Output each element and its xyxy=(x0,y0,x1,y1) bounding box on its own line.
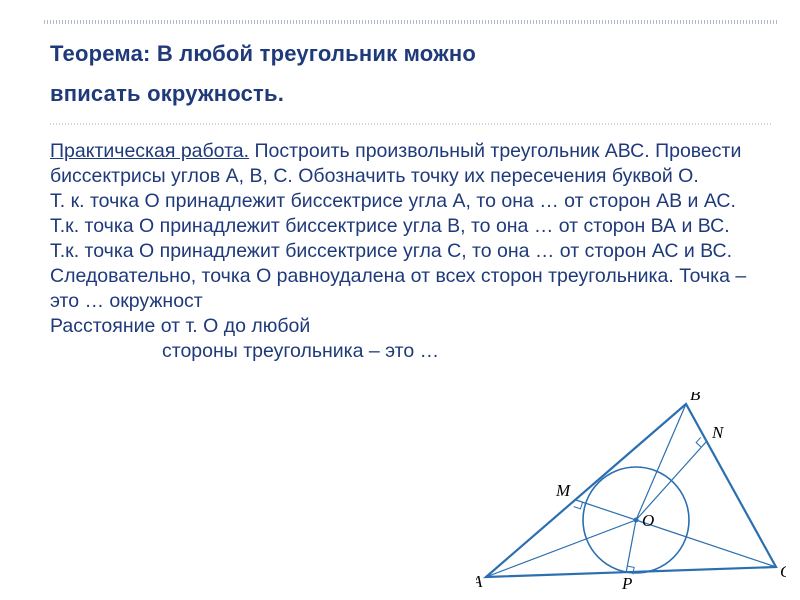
body-paragraphs: Построить произвольный треугольник АВС. … xyxy=(50,140,746,337)
divider-mid xyxy=(50,123,772,125)
svg-text:B: B xyxy=(690,392,701,404)
svg-text:O: O xyxy=(642,511,654,530)
indent-line: стороны треугольника – это … xyxy=(162,340,439,362)
svg-text:A: A xyxy=(476,572,483,591)
title-line1: Теорема: В любой треугольник можно xyxy=(50,41,476,66)
svg-text:M: M xyxy=(555,481,571,500)
divider-top xyxy=(44,20,778,24)
title-line2: вписать окружность. xyxy=(50,81,284,106)
body-text: Практическая работа. Построить произволь… xyxy=(50,139,772,364)
svg-text:N: N xyxy=(711,423,725,442)
svg-text:C: C xyxy=(780,562,786,581)
svg-text:P: P xyxy=(621,574,632,592)
triangle-diagram: A B C O M N P xyxy=(476,392,786,592)
practical-label: Практическая работа. xyxy=(50,140,249,162)
theorem-title: Теорема: В любой треугольник можно вписа… xyxy=(50,34,772,113)
